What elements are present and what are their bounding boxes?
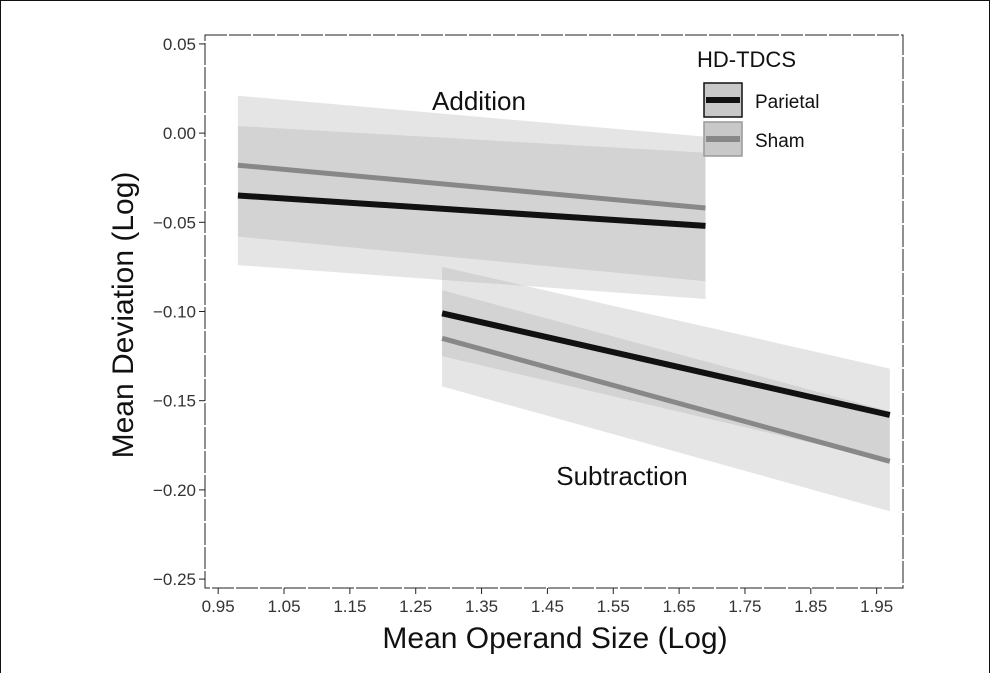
x-tick-label: 1.15 <box>333 597 366 616</box>
x-tick-label: 0.95 <box>202 597 235 616</box>
annotation-addition: Addition <box>432 86 526 116</box>
series-line-addition-sham <box>237 162 706 211</box>
y-tick-label: 0.05 <box>163 35 196 54</box>
series-line-addition-parietal <box>237 192 706 229</box>
x-tick-label: 1.65 <box>663 597 696 616</box>
x-tick-label: 1.85 <box>794 597 827 616</box>
y-tick-label: −0.25 <box>153 570 196 589</box>
y-tick-label: −0.20 <box>153 481 196 500</box>
x-tick-label: 1.05 <box>267 597 300 616</box>
confidence-bands <box>237 95 890 512</box>
x-tick-label: 1.75 <box>728 597 761 616</box>
x-axis-label: Mean Operand Size (Log) <box>382 622 727 655</box>
y-tick-label: −0.15 <box>153 392 196 411</box>
x-tick-label: 1.45 <box>531 597 564 616</box>
axes: 0.05 0.00 −0.05 −0.10 −0.15 −0.20 −0.25 0.95 1.0… <box>153 34 904 616</box>
series-line-subtraction-parietal <box>441 310 891 418</box>
annotation-subtraction: Subtraction <box>556 461 688 491</box>
x-tick-label: 1.25 <box>399 597 432 616</box>
series-line-subtraction-sham <box>441 335 891 464</box>
legend-label-sham: Sham <box>755 131 805 152</box>
y-tick-label: 0.00 <box>163 124 196 143</box>
x-tick-label: 1.95 <box>860 597 893 616</box>
legend-label-parietal: Parietal <box>755 92 819 113</box>
x-tick-label: 1.35 <box>465 597 498 616</box>
series-lines <box>237 162 891 464</box>
legend-title: HD-TDCS <box>697 47 796 72</box>
y-axis-label: Mean Deviation (Log) <box>107 172 140 459</box>
legend: HD-TDCS Parietal Sham <box>697 47 819 157</box>
y-tick-label: −0.05 <box>153 213 196 232</box>
y-tick-label: −0.10 <box>153 303 196 322</box>
x-tick-label: 1.55 <box>597 597 630 616</box>
